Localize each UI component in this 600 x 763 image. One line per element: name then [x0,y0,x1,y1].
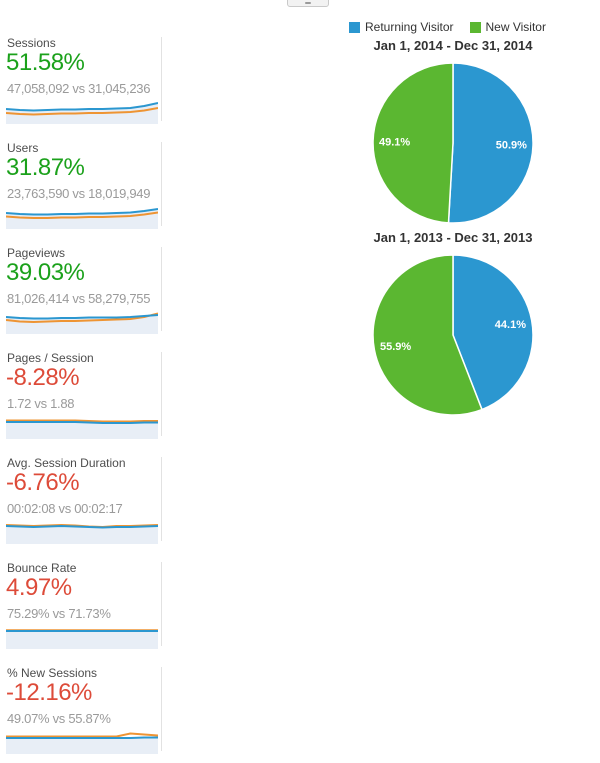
pie-slice-label: 44.1% [495,319,526,331]
pie-chart-2014: 50.9% 49.1% [372,62,534,224]
metric-label: % New Sessions [7,666,98,680]
sparkline-chart [6,524,158,544]
legend-label: New Visitor [485,20,546,34]
sparkline-chart [6,312,158,334]
legend-item-returning-visitor[interactable]: Returning Visitor [349,20,454,34]
divider [161,37,162,121]
pie-block-2014: Jan 1, 2014 - Dec 31, 2014 50.9% 49.1% [360,38,546,226]
metric-label: Bounce Rate [7,561,77,575]
divider [161,247,162,331]
sparkline-current-period-line [6,102,158,112]
sparkline-previous-period-line [6,312,158,323]
metric-change: 39.03% [6,259,85,286]
pie-slice-new-visitor[interactable] [372,62,454,224]
sparkline-previous-period-line [6,419,158,423]
sparkline-chart [6,419,158,439]
metric-values: 1.72 vs 1.88 [7,396,75,411]
metric-change: 4.97% [6,574,72,601]
metric-card-pages-per-session: Pages / Session -8.28% 1.72 vs 1.88 [6,351,162,439]
sparkline-chart [6,629,158,649]
metric-values: 23,763,590 vs 18,019,949 [7,186,151,201]
pie-slice-label: 50.9% [496,140,527,152]
metric-values: 49.07% vs 55.87% [7,711,111,726]
sparkline-current-period-line [6,208,158,216]
sparkline-current-period-line [6,736,158,739]
sparkline-chart [6,732,158,754]
pie-block-2013: Jan 1, 2013 - Dec 31, 2013 44.1% 55.9% [360,230,546,418]
metric-card-bounce-rate: Bounce Rate 4.97% 75.29% vs 71.73% [6,561,162,649]
collapsed-toolbar-button[interactable] [287,0,329,7]
legend-item-new-visitor[interactable]: New Visitor [469,20,546,34]
sparkline-current-period-line [6,314,158,320]
metric-values: 75.29% vs 71.73% [7,606,111,621]
sparkline-fill-area [6,422,158,439]
pie-slice-returning-visitor[interactable] [452,254,534,411]
sparkline-fill-area [6,526,158,544]
sparkline-fill-area [6,631,158,649]
button-glyph-icon [305,2,311,4]
sparkline-previous-period-line [6,732,158,738]
pie-slice-label: 49.1% [379,136,410,148]
divider [161,142,162,226]
metric-change: 51.58% [6,49,85,76]
metric-values: 47,058,092 vs 31,045,236 [7,81,151,96]
pie-chart-2013: 44.1% 55.9% [372,254,534,416]
metric-card-pageviews: Pageviews 39.03% 81,026,414 vs 58,279,75… [6,246,162,334]
pie-slice-label: 55.9% [380,341,411,353]
metric-change: 31.87% [6,154,85,181]
pie-legend: Returning Visitor New Visitor [349,20,546,34]
metric-card-percent-new-sessions: % New Sessions -12.16% 49.07% vs 55.87% [6,666,162,754]
metric-label: Avg. Session Duration [7,456,126,470]
divider [161,667,162,751]
metric-change: -8.28% [6,364,80,391]
divider [161,457,162,541]
legend-label: Returning Visitor [365,20,454,34]
pie-title: Jan 1, 2013 - Dec 31, 2013 [373,230,533,245]
pie-slice-returning-visitor[interactable] [447,62,534,224]
metric-card-users: Users 31.87% 23,763,590 vs 18,019,949 [6,141,162,229]
metric-label: Pages / Session [7,351,94,365]
divider [161,352,162,436]
metric-label: Users [7,141,39,155]
sparkline-current-period-line [6,525,158,529]
legend-swatch-new-visitor [469,21,481,33]
sparkline-fill-area [6,737,158,754]
divider [161,562,162,646]
metric-values: 81,026,414 vs 58,279,755 [7,291,151,306]
sparkline-chart [6,208,158,229]
sparkline-current-period-line [6,421,158,424]
metric-card-avg-session-duration: Avg. Session Duration -6.76% 00:02:08 vs… [6,456,162,544]
metric-change: -12.16% [6,679,92,706]
metric-values: 00:02:08 vs 00:02:17 [7,501,123,516]
metric-change: -6.76% [6,469,80,496]
pie-slice-new-visitor[interactable] [372,254,483,416]
sparkline-previous-period-line [6,107,158,116]
metric-label: Pageviews [7,246,66,260]
metric-card-sessions: Sessions 51.58% 47,058,092 vs 31,045,236 [6,36,162,124]
pie-title: Jan 1, 2014 - Dec 31, 2014 [373,38,533,53]
metric-label: Sessions [7,36,56,50]
sparkline-previous-period-line [6,211,158,219]
sparkline-chart [6,102,158,124]
sparkline-fill-area [6,209,158,229]
legend-swatch-returning-visitor [349,21,360,33]
